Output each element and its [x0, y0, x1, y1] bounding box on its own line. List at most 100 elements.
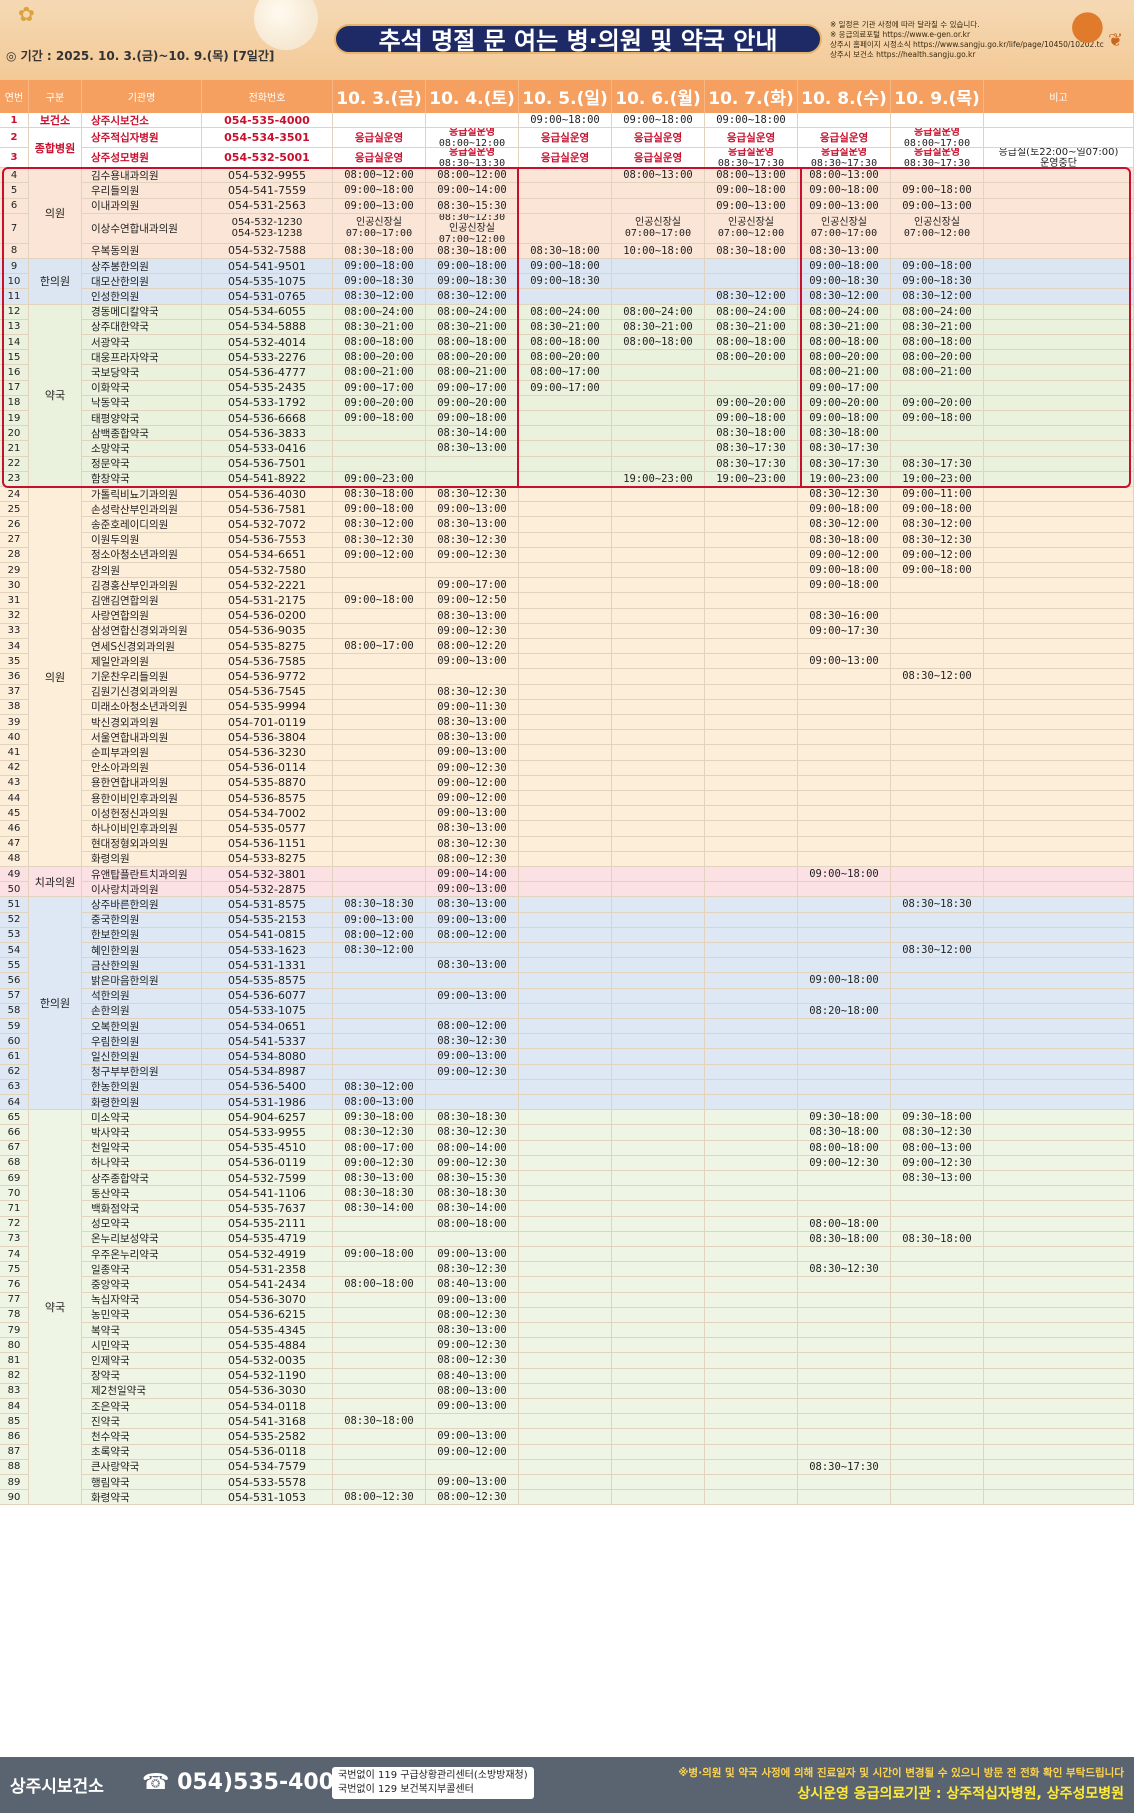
hours-cell: 09:00~18:00	[333, 411, 426, 426]
phone-number: 054-541-2434	[202, 1277, 333, 1292]
hours-cell: 09:00~17:00	[519, 380, 612, 395]
table-row: 69 상주종합약국 054-532-7599 08:30~13:00 08:30~15:…	[0, 1171, 1134, 1187]
hours-cell	[519, 608, 612, 623]
remark-cell	[984, 730, 1134, 745]
hours-cell	[891, 1414, 984, 1429]
hours-cell: 08:30~17:30	[891, 456, 984, 471]
hours-cell: 08:30~13:00	[426, 958, 519, 973]
remark-cell	[984, 1399, 1134, 1414]
row-number: 88	[0, 1459, 29, 1474]
remark-cell: 응급실(토22:00~일07:00) 운영중단	[984, 148, 1134, 168]
remark-cell	[984, 1171, 1134, 1186]
hours-cell	[426, 943, 519, 958]
hours-cell	[333, 745, 426, 760]
cell-line: 인공신장실	[728, 217, 774, 229]
row-number: 29	[0, 563, 29, 578]
table-row: 86 천수약국 054-535-2582 09:00~13:00	[0, 1429, 1134, 1445]
column-header: 10. 9.(목)	[891, 80, 984, 113]
hours-cell	[705, 1201, 798, 1216]
hours-cell: 08:30~12:30	[426, 487, 519, 502]
hours-cell	[519, 1155, 612, 1170]
column-header: 전화번호	[202, 80, 333, 113]
table-row: 3 상주성모병원 054-532-5001 응급실운영 응급실운영 08:30~13:30…	[0, 148, 1134, 169]
hours-cell: 응급실운영 08:30~17:30	[891, 148, 984, 168]
row-number: 83	[0, 1383, 29, 1398]
row-number: 27	[0, 532, 29, 547]
hours-cell: 09:00~12:30	[426, 623, 519, 638]
hours-cell: 09:00~18:00	[333, 259, 426, 274]
hours-cell: 08:30~15:30	[426, 1171, 519, 1186]
hours-cell	[705, 699, 798, 714]
hours-cell	[798, 1414, 891, 1429]
remark-cell	[984, 213, 1134, 243]
hours-cell	[705, 1459, 798, 1474]
hours-cell: 08:30~17:30	[705, 456, 798, 471]
hours-cell	[612, 578, 705, 593]
phone-number: 054-536-9035	[202, 623, 333, 638]
hours-cell	[705, 684, 798, 699]
table-row: 12 경동메디칼약국 054-534-6055 08:00~24:00 08:00~24…	[0, 304, 1134, 320]
hours-cell: 08:30~13:00	[426, 897, 519, 912]
phone-number: 054-532-2221	[202, 578, 333, 593]
remark-cell	[984, 775, 1134, 790]
hours-cell: 09:00~13:00	[426, 988, 519, 1003]
hours-cell: 08:00~12:20	[426, 639, 519, 654]
hours-cell: 응급실운영	[612, 128, 705, 148]
hours-cell: 08:30~17:30	[798, 456, 891, 471]
hours-cell	[798, 958, 891, 973]
phone-number: 054-533-1792	[202, 395, 333, 410]
row-number: 67	[0, 1140, 29, 1155]
hours-cell: 09:00~13:00	[426, 1429, 519, 1444]
table-row: 28 정소아청소년과의원 054-534-6651 09:00~12:00 09:00~…	[0, 547, 1134, 563]
table-row: 17 이화약국 054-535-2435 09:00~17:00 09:00~17:00…	[0, 380, 1134, 396]
hours-cell	[333, 1368, 426, 1383]
hours-cell: 08:00~12:00	[333, 168, 426, 183]
hours-cell: 08:30~12:30	[426, 532, 519, 547]
hours-cell: 09:00~18:00	[333, 183, 426, 198]
hours-cell	[612, 851, 705, 866]
hours-cell	[798, 1277, 891, 1292]
institution-name: 정소아청소년과의원	[82, 547, 202, 562]
hours-cell: 09:00~18:00	[519, 259, 612, 274]
hours-cell: 08:30~12:30	[891, 1125, 984, 1140]
remark-cell	[984, 608, 1134, 623]
institution-name: 우주온누리약국	[82, 1247, 202, 1262]
phone-number: 054-532-1190	[202, 1368, 333, 1383]
hours-cell: 08:30~13:00	[798, 243, 891, 258]
hours-cell	[798, 806, 891, 821]
hours-cell	[705, 973, 798, 988]
hours-cell: 08:00~18:00	[426, 1216, 519, 1231]
row-number: 44	[0, 791, 29, 806]
phone-number: 054-534-8080	[202, 1049, 333, 1064]
phone-number: 054-541-5337	[202, 1034, 333, 1049]
remark-cell	[984, 1475, 1134, 1490]
hours-cell	[519, 1049, 612, 1064]
hours-cell	[798, 639, 891, 654]
hours-cell	[426, 1079, 519, 1094]
hours-cell	[612, 775, 705, 790]
hours-cell: 08:30~18:00	[798, 1125, 891, 1140]
hours-cell	[798, 1399, 891, 1414]
note-line: 상주시 보건소 https://health.sangju.go.kr	[830, 50, 976, 59]
hours-cell	[612, 1155, 705, 1170]
remark-cell	[984, 973, 1134, 988]
hours-cell	[891, 1459, 984, 1474]
hours-cell: 08:30~21:00	[891, 319, 984, 334]
row-number: 66	[0, 1125, 29, 1140]
hours-cell: 응급실운영 08:30~13:30	[426, 148, 519, 168]
phone-number: 054-536-4030	[202, 487, 333, 502]
hours-cell: 08:00~18:00	[798, 335, 891, 350]
phone-number: 054-535-7637	[202, 1201, 333, 1216]
institution-name: 중국한의원	[82, 912, 202, 927]
hours-cell: 08:30~17:30	[798, 1459, 891, 1474]
phone-number: 054-535-4000	[202, 113, 333, 128]
remark-cell	[984, 471, 1134, 486]
hours-cell	[333, 806, 426, 821]
phone-number: 054-532-7580	[202, 563, 333, 578]
row-number: 64	[0, 1095, 29, 1110]
phone-number: 054-531-0765	[202, 289, 333, 304]
table-row: 78 농민약국 054-536-6215 08:00~12:30	[0, 1307, 1134, 1323]
hours-cell	[705, 775, 798, 790]
hours-cell	[333, 1399, 426, 1414]
row-number: 7	[0, 213, 29, 243]
